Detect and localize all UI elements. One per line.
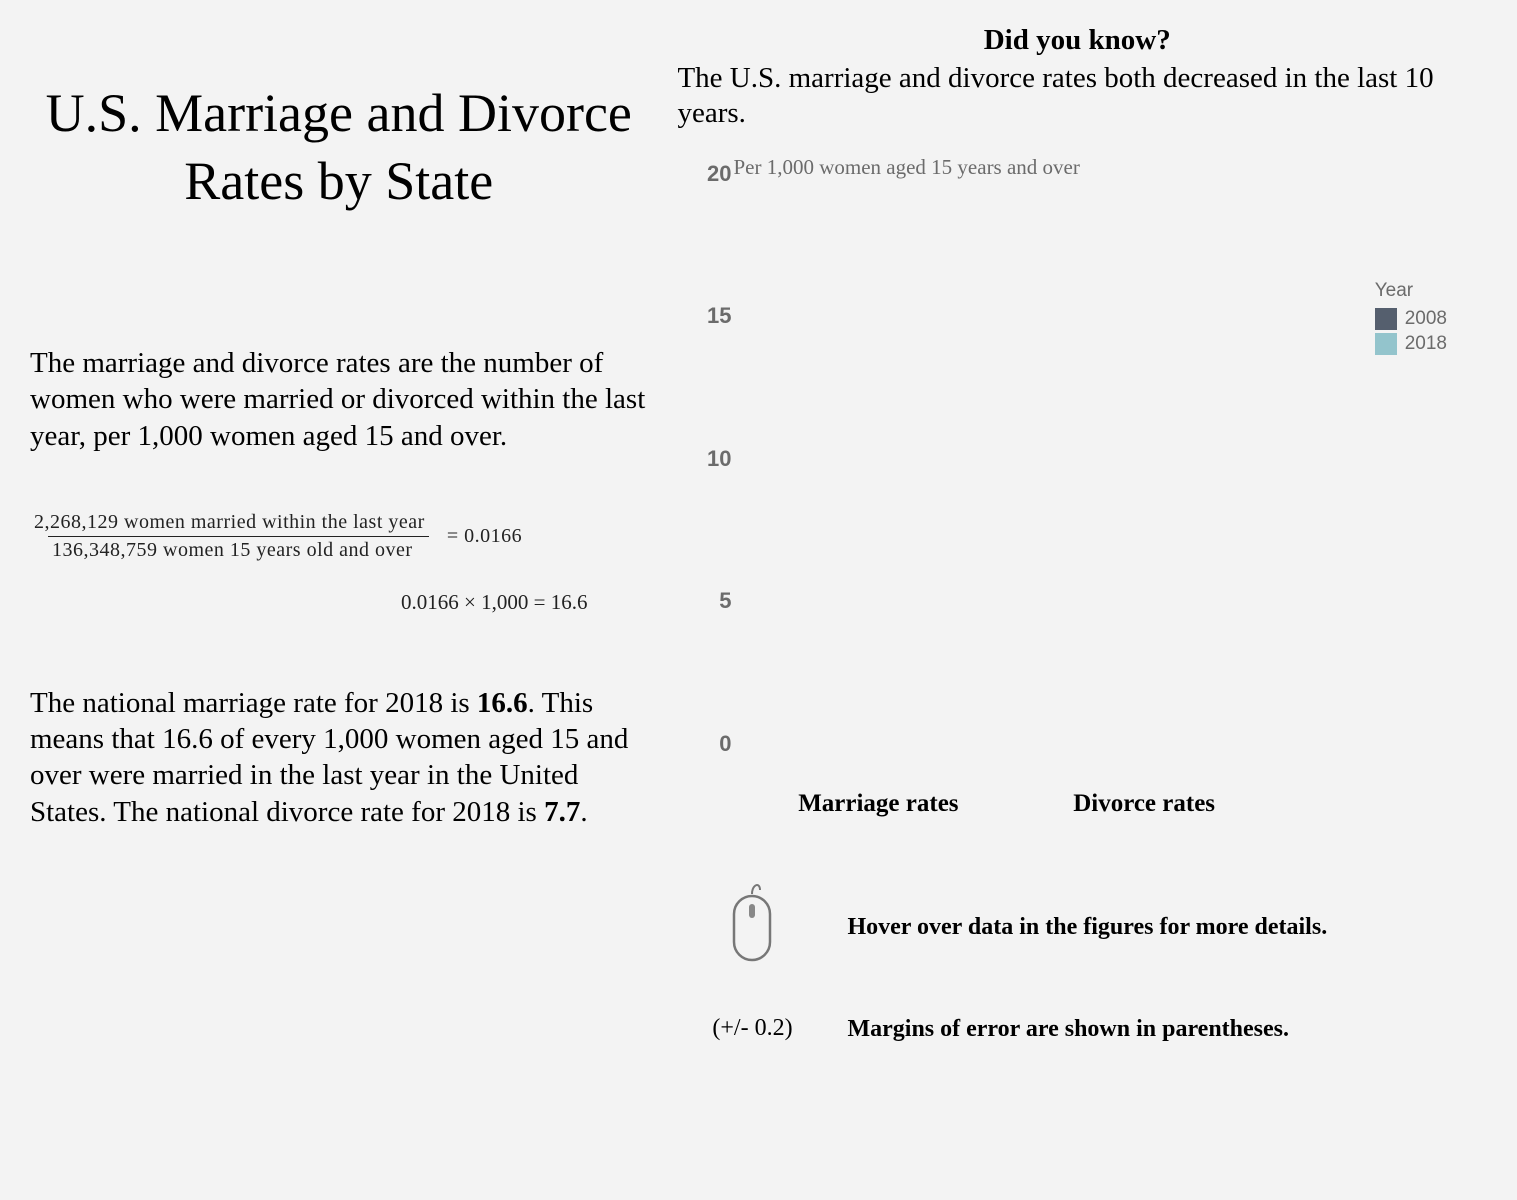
y-tick-label: 0 — [719, 731, 731, 757]
definition-text: The marriage and divorce rates are the n… — [30, 345, 647, 454]
marriage-rate-value: 16.6 — [477, 687, 528, 719]
explain-post: . — [580, 796, 587, 828]
did-you-know-title: Did you know? — [677, 24, 1477, 57]
legend-swatch — [1375, 308, 1397, 330]
explanation-text: The national marriage rate for 2018 is 1… — [30, 685, 647, 830]
hover-hint-row: Hover over data in the figures for more … — [697, 880, 1477, 975]
math-denominator: 136,348,759 women 15 years old and over — [48, 536, 429, 564]
explain-pre: The national marriage rate for 2018 is — [30, 687, 477, 719]
right-panel: Did you know? The U.S. marriage and divo… — [667, 0, 1517, 1200]
y-tick-label: 15 — [707, 303, 731, 329]
legend-swatch — [1375, 333, 1397, 355]
x-axis-label: Marriage rates — [745, 790, 1011, 818]
left-panel: U.S. Marriage and Divorce Rates by State… — [0, 0, 667, 1200]
math-numerator: 2,268,129 women married within the last … — [30, 509, 429, 536]
legend-label: 2018 — [1405, 333, 1447, 355]
chart-subtitle: Per 1,000 women aged 15 years and over — [733, 155, 1477, 180]
math-line-2: 0.0166 × 1,000 = 16.6 — [30, 590, 647, 615]
x-axis-label: Divorce rates — [1011, 790, 1277, 818]
hover-hint-text: Hover over data in the figures for more … — [847, 913, 1327, 942]
bar-chart[interactable]: 05101520 Marriage ratesDivorce rates Yea… — [677, 190, 1477, 830]
legend-title: Year — [1375, 280, 1447, 302]
did-you-know-text: The U.S. marriage and divorce rates both… — [677, 61, 1477, 131]
divorce-rate-value: 7.7 — [544, 796, 580, 828]
y-tick-label: 20 — [707, 161, 731, 187]
math-block: 2,268,129 women married within the last … — [30, 509, 647, 615]
y-tick-label: 5 — [719, 588, 731, 614]
legend-item[interactable]: 2018 — [1375, 333, 1447, 355]
page-title: U.S. Marriage and Divorce Rates by State — [30, 80, 647, 215]
moe-hint-row: (+/- 0.2) Margins of error are shown in … — [697, 1015, 1477, 1044]
chart-legend: Year 2008 2018 — [1375, 280, 1447, 358]
legend-item[interactable]: 2008 — [1375, 308, 1447, 330]
math-equals-1: = 0.0166 — [447, 525, 522, 548]
moe-symbol: (+/- 0.2) — [697, 1015, 807, 1042]
mouse-icon — [724, 880, 780, 970]
y-tick-label: 10 — [707, 446, 731, 472]
moe-text: Margins of error are shown in parenthese… — [847, 1015, 1289, 1044]
legend-label: 2008 — [1405, 308, 1447, 330]
